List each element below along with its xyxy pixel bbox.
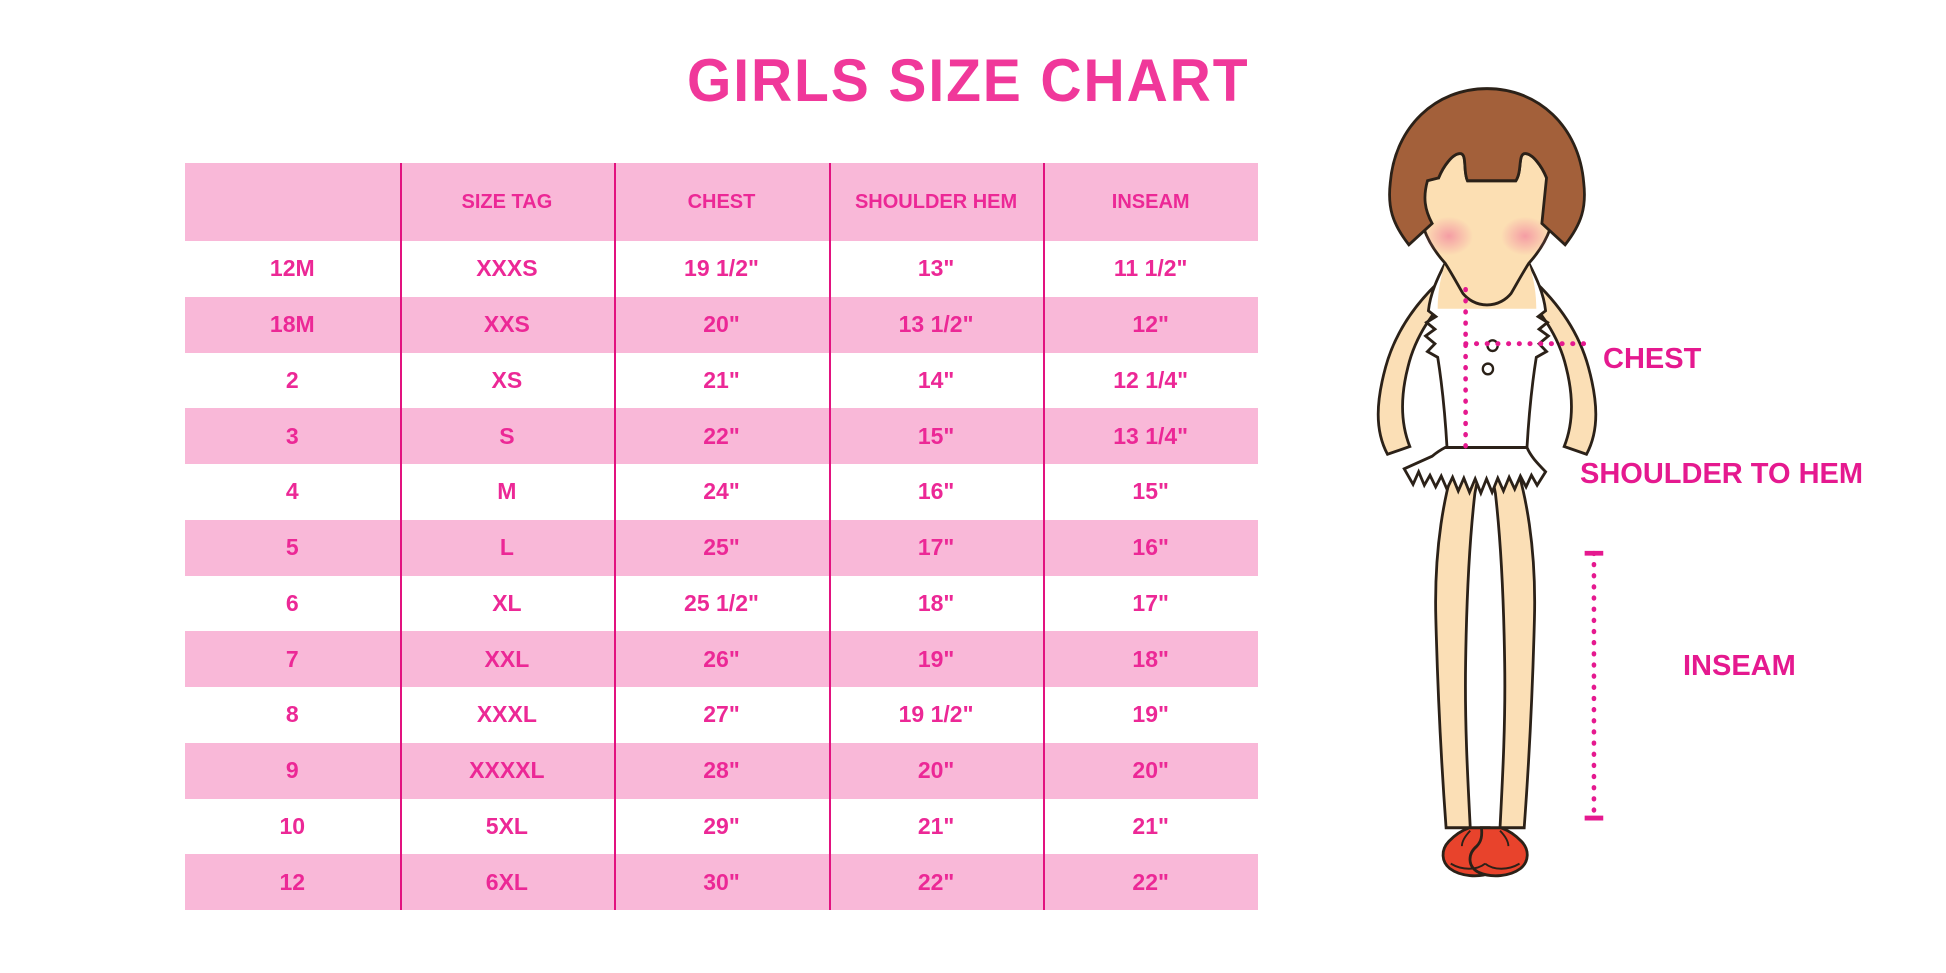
svg-text:CHEST: CHEST xyxy=(1603,343,1702,375)
svg-text:INSEAM: INSEAM xyxy=(1683,650,1796,682)
svg-text:SHOULDER TO HEM: SHOULDER TO HEM xyxy=(1580,458,1863,490)
